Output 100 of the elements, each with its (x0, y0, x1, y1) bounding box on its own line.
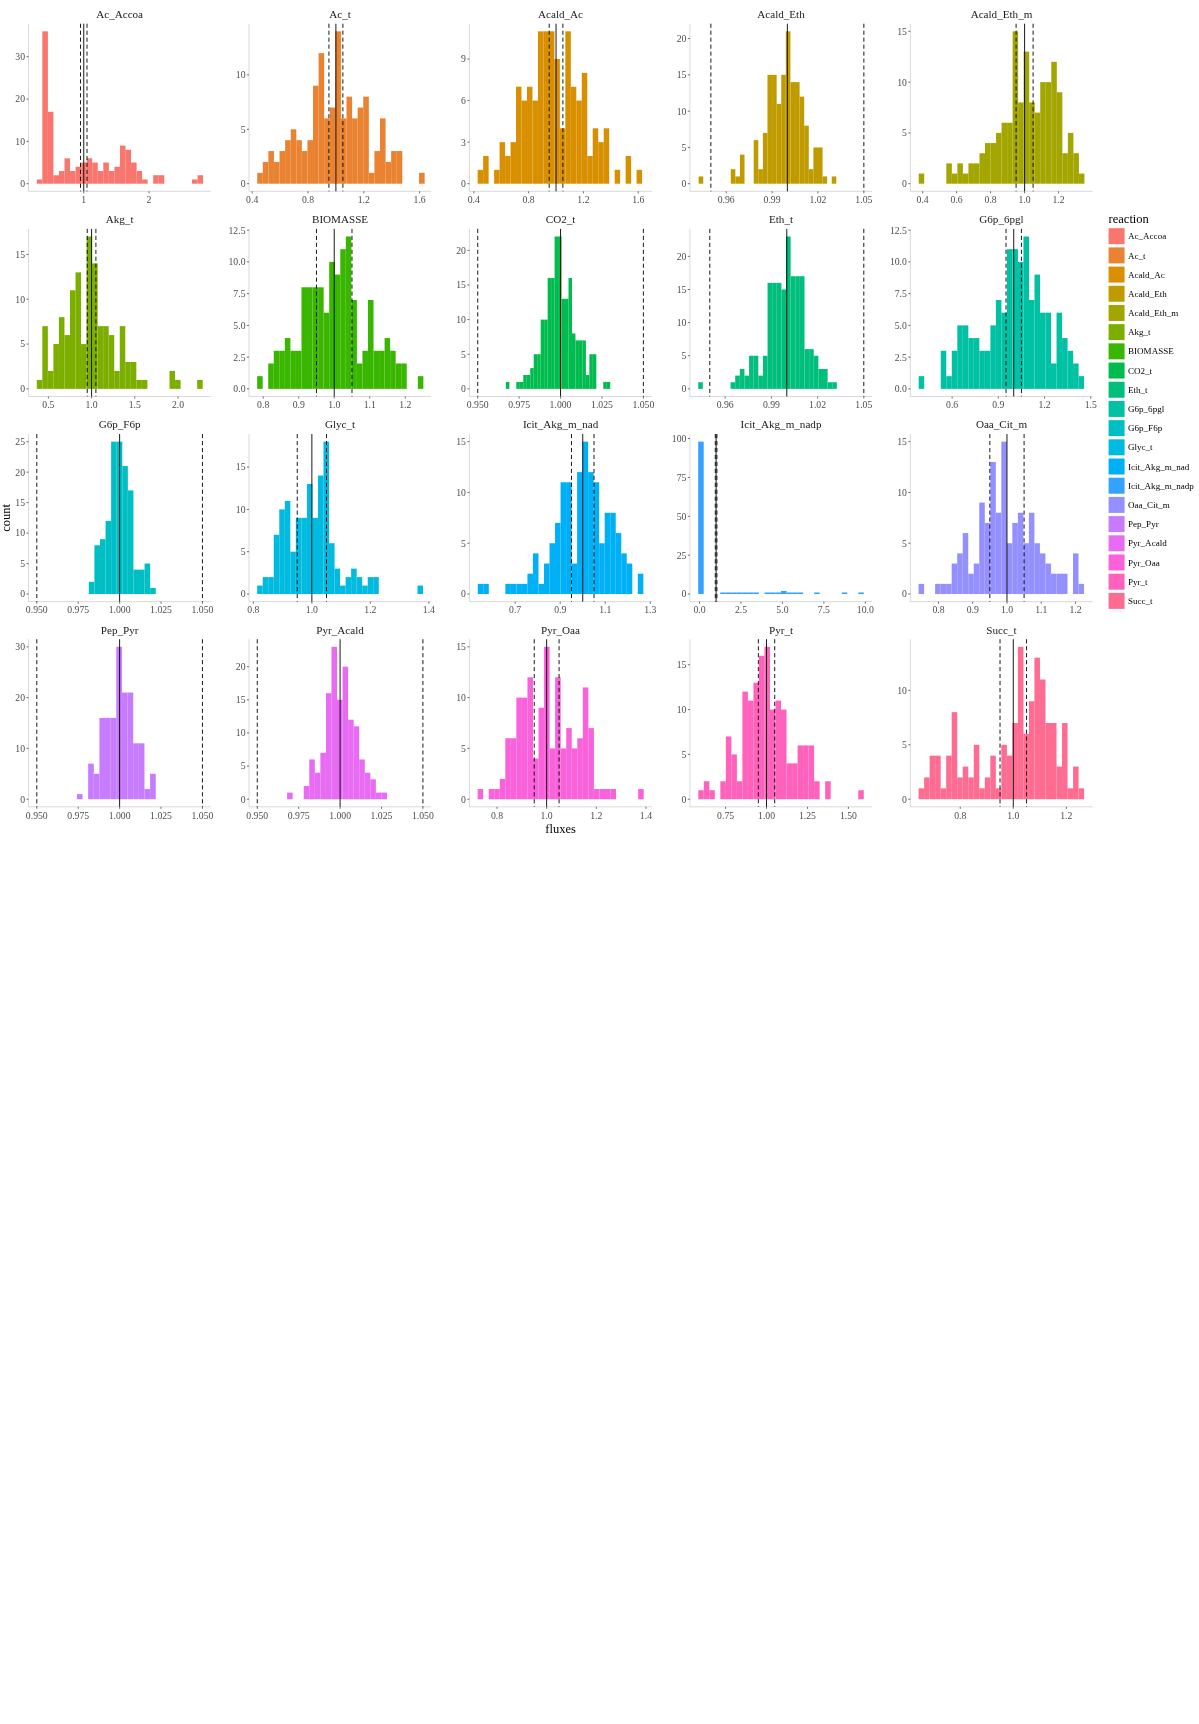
x-tick-label: 1.000 (108, 809, 131, 821)
y-tick-label: 0 (20, 178, 26, 190)
x-tick-label: 1.05 (855, 399, 873, 411)
x-tick-label: 0.75 (717, 809, 735, 821)
y-tick-label: 0.0 (894, 383, 908, 395)
y-tick-label: 5.0 (894, 319, 908, 331)
x-tick-label: 0.975 (67, 604, 90, 616)
x-tick-label: 1.5 (128, 399, 141, 411)
y-tick-label: 10.0 (228, 256, 246, 268)
y-tick-label: 3 (461, 136, 467, 148)
y-tick-label: 50 (676, 510, 687, 522)
y-tick-label: 25 (676, 549, 687, 561)
x-tick-label: 0.96 (717, 194, 735, 206)
x-tick-label: 1.050 (632, 399, 655, 411)
y-tick-label: 0 (681, 793, 687, 805)
x-tick-label: 1.6 (632, 194, 645, 206)
y-tick-label: 12.5 (889, 224, 908, 236)
x-tick-label: 1.02 (809, 194, 827, 206)
legend-label: CO2_t (1128, 365, 1153, 376)
x-tick-label: 0.950 (25, 809, 48, 821)
y-tick-label: 20 (456, 244, 467, 256)
x-tick-label: 0.4 (467, 194, 481, 206)
y-tick-label: 2.5 (233, 351, 246, 363)
y-tick-label: 15 (456, 279, 467, 291)
y-tick-label: 12.5 (228, 224, 246, 236)
x-tick-label: 0.950 (25, 604, 48, 616)
y-tick-label: 0 (461, 793, 467, 805)
chart-title: Glyc_t (324, 418, 357, 431)
x-tick-label: 0.9 (992, 399, 1005, 411)
legend-label: Pyr_t (1128, 576, 1149, 587)
x-tick-label: 0.8 (522, 194, 535, 206)
y-tick-label: 0 (681, 383, 687, 395)
x-tick-label: 0.8 (247, 604, 260, 616)
x-tick-label: 0.99 (763, 194, 781, 206)
x-tick-label: 1.4 (422, 604, 436, 616)
chart-title: Acald_Eth_m (970, 8, 1033, 21)
x-tick-label: 0.950 (466, 399, 489, 411)
y-tick-label: 10 (235, 503, 246, 515)
x-tick-label: 0.7 (509, 604, 522, 616)
y-tick-label: 5 (461, 742, 467, 754)
x-tick-label: 1.0 (1007, 809, 1020, 821)
y-tick-label: 5 (681, 350, 687, 362)
y-tick-label: 2.5 (894, 351, 908, 363)
x-tick-label: 0.4 (916, 194, 929, 206)
x-tick-label: 1.025 (591, 399, 614, 411)
x-tick-label: 0.8 (257, 399, 270, 411)
chart-title: Oaa_Cit_m (975, 418, 1028, 431)
y-tick-label: 10 (456, 692, 467, 704)
x-tick-label: 1.02 (809, 399, 827, 411)
y-tick-label: 25 (15, 436, 26, 448)
y-tick-label: 5 (20, 338, 26, 350)
y-tick-label: 0 (461, 178, 467, 190)
y-tick-label: 0 (20, 588, 26, 600)
chart-title: Pyr_Oaa (541, 623, 581, 636)
x-tick-label: 1.0 (85, 399, 98, 411)
y-tick-label: 10 (897, 486, 908, 498)
y-tick-label: 15 (676, 69, 687, 81)
y-tick-label: 5 (681, 748, 687, 760)
y-tick-label: 15 (897, 436, 908, 448)
x-tick-label: 0.8 (954, 809, 967, 821)
x-tick-label: 2.5 (734, 604, 748, 616)
y-tick-label: 10 (235, 69, 246, 81)
chart-title: Ac_Accoa (96, 8, 144, 21)
legend-label: BIOMASSE (1128, 346, 1175, 357)
x-tick-label: 0.6 (946, 399, 959, 411)
y-tick-label: 5 (461, 537, 467, 549)
y-tick-label: 20 (676, 250, 687, 262)
x-tick-label: 1.0 (1018, 194, 1031, 206)
x-tick-label: 1.2 (590, 809, 603, 821)
y-tick-label: 0 (461, 383, 467, 395)
y-tick-label: 9 (461, 53, 467, 65)
y-tick-label: 15 (897, 25, 908, 37)
y-tick-label: 10 (676, 317, 687, 329)
y-tick-label: 10 (15, 135, 26, 147)
y-tick-label: 5 (902, 739, 908, 751)
legend-label: Glyc_t (1128, 442, 1154, 453)
x-axis-title: fluxes (545, 822, 576, 837)
x-tick-label: 1.1 (599, 604, 612, 616)
x-tick-label: 0.975 (67, 809, 90, 821)
x-tick-label: 0.8 (932, 604, 945, 616)
x-tick-label: 1.2 (357, 194, 371, 206)
y-tick-label: 5 (20, 557, 26, 569)
chart-title: Akg_t (105, 213, 135, 226)
legend-label: Pep_Pyr (1128, 519, 1159, 530)
x-tick-label: 0.9 (292, 399, 305, 411)
y-tick-label: 7.5 (233, 288, 246, 300)
y-tick-label: 20 (15, 692, 26, 704)
chart-title: Pep_Pyr (100, 623, 139, 636)
legend-label: Eth_t (1128, 384, 1149, 395)
x-tick-label: 0.6 (950, 194, 963, 206)
x-tick-label: 0.9 (966, 604, 979, 616)
legend-label: Icit_Akg_m_nadp (1128, 480, 1195, 491)
legend-label: Icit_Akg_m_nad (1128, 461, 1190, 472)
y-tick-label: 0 (681, 178, 687, 190)
legend-label: Ac_Accoa (1128, 231, 1167, 242)
x-tick-label: 1.025 (370, 809, 393, 821)
x-tick-label: 0.8 (301, 194, 315, 206)
chart-title: Pyr_t (768, 623, 794, 636)
x-tick-label: 1.1 (1035, 604, 1048, 616)
chart-title: Eth_t (768, 213, 794, 226)
